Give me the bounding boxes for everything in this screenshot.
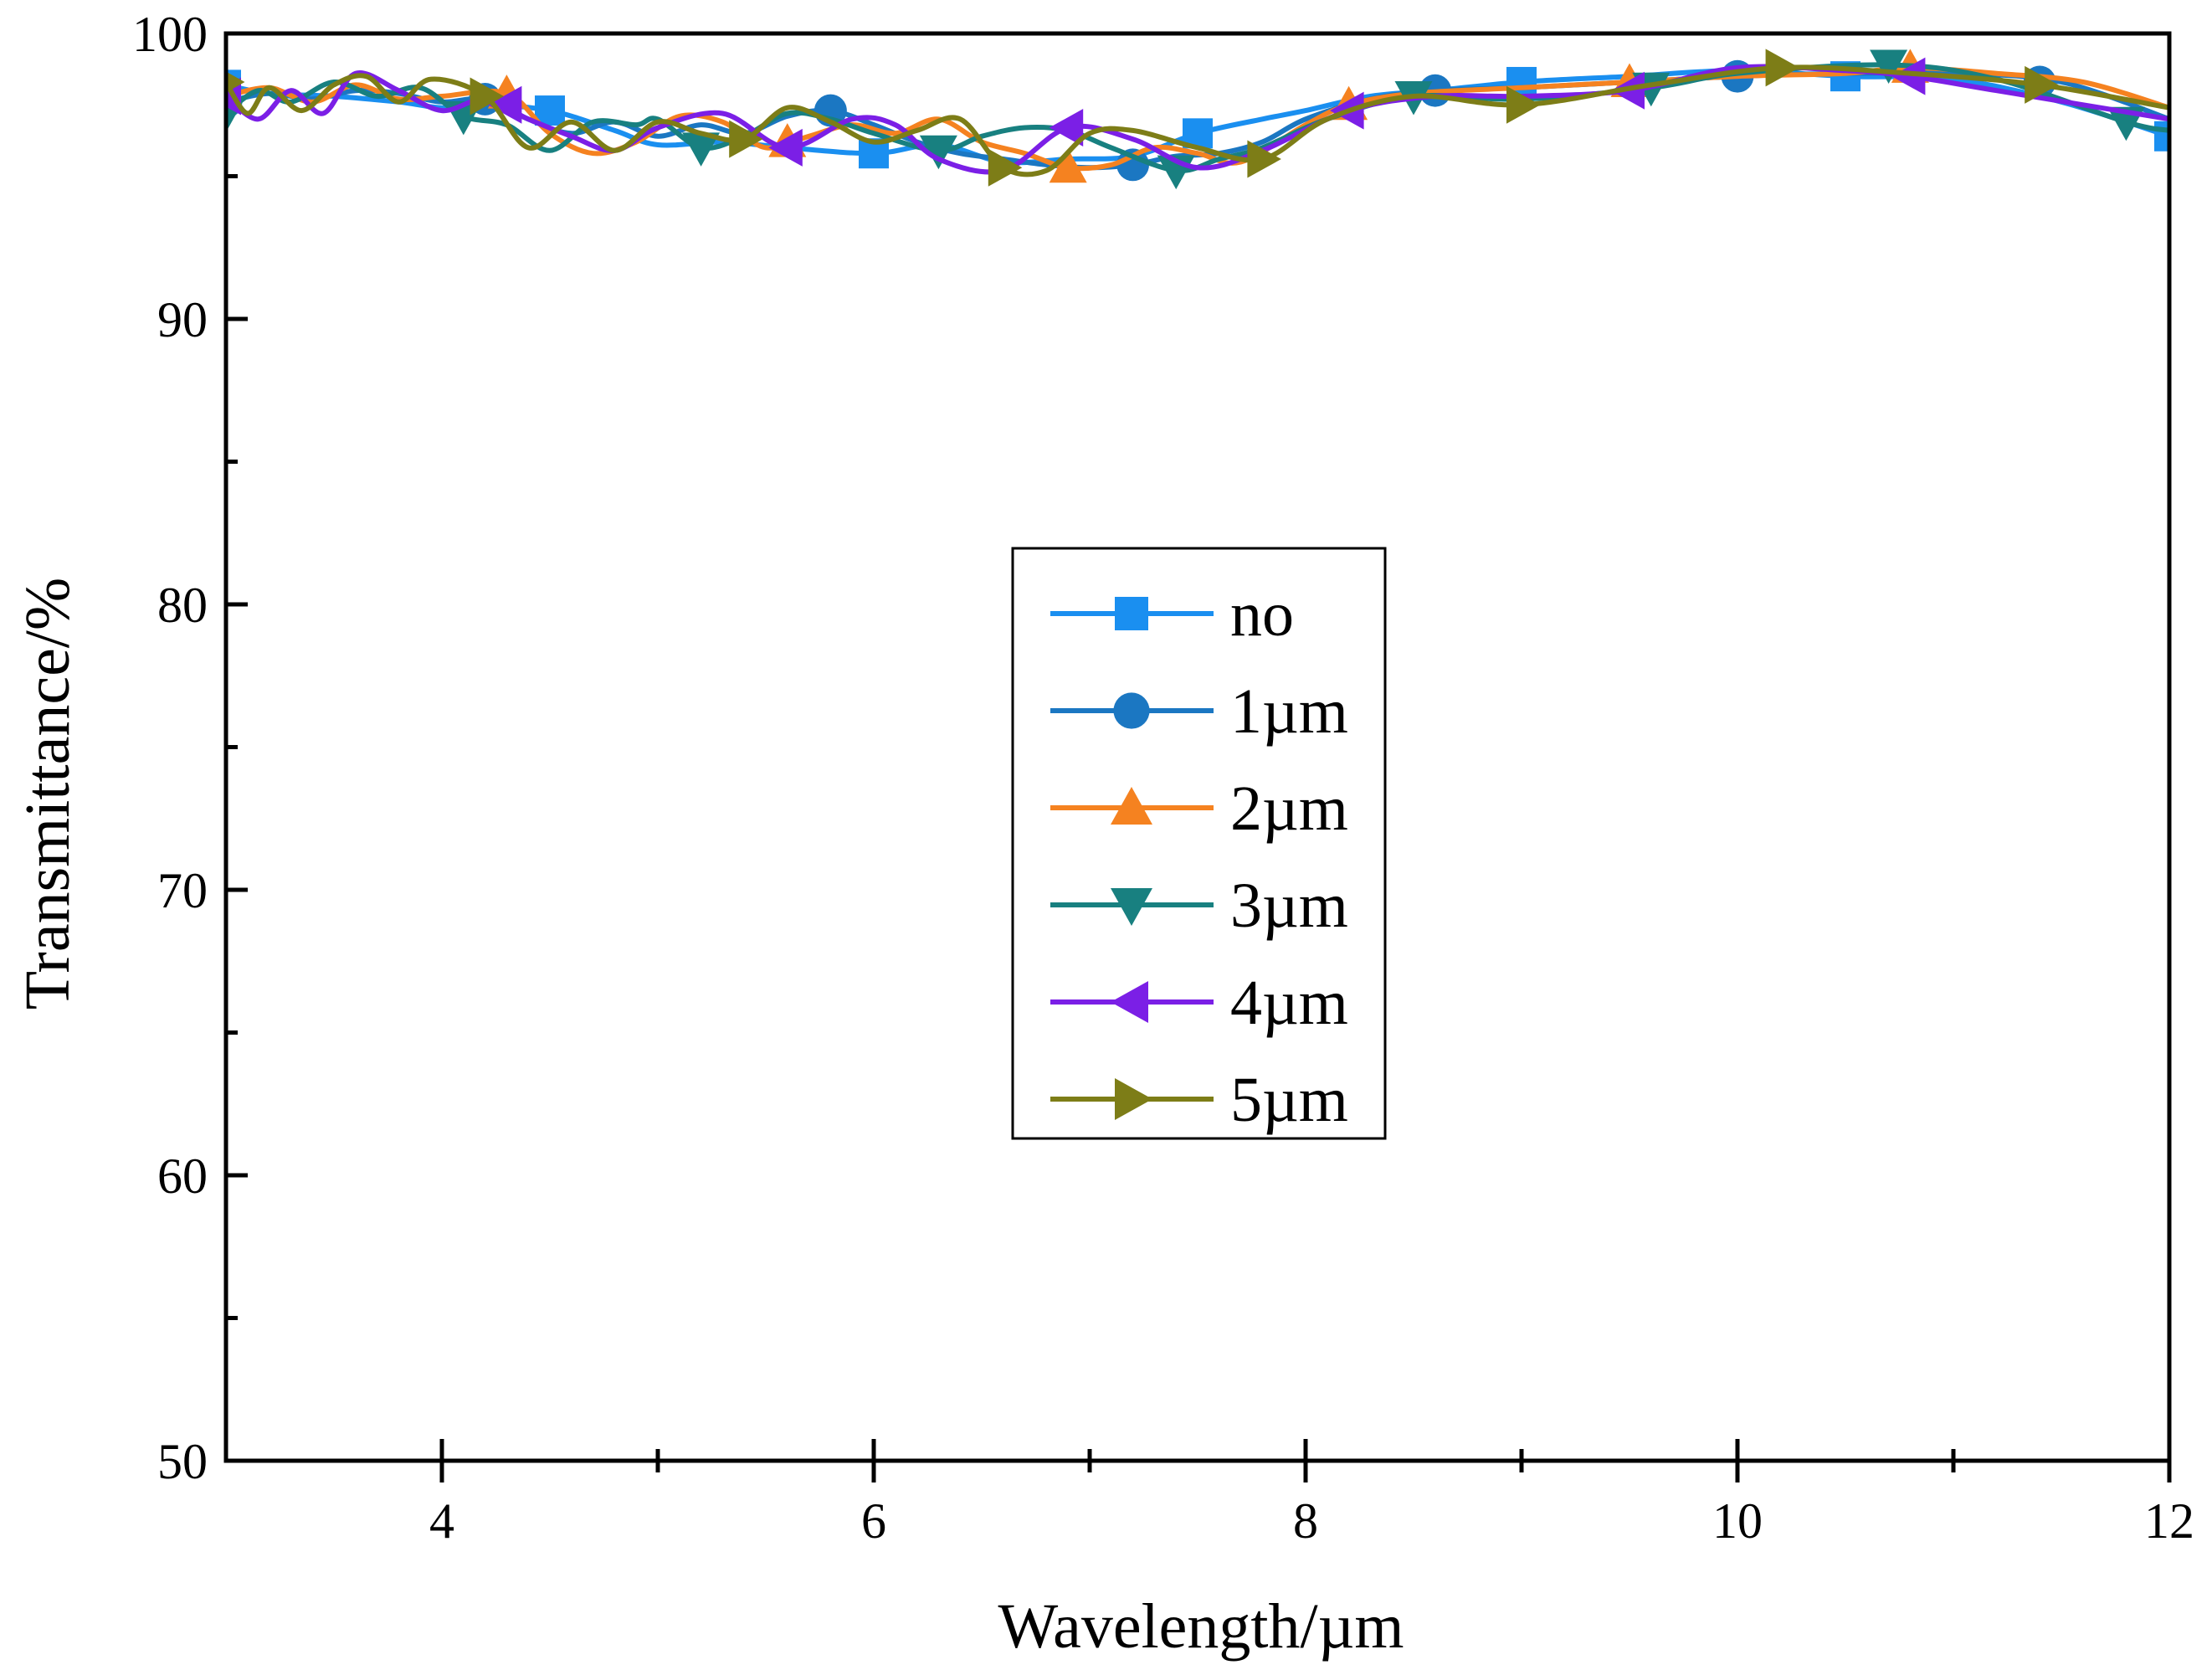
legend-label-4: 4µm — [1230, 968, 1348, 1038]
y-tick-label: 80 — [157, 578, 208, 633]
legend-marker-5 — [1115, 1078, 1152, 1120]
legend-marker-1 — [1113, 692, 1150, 729]
legend: no 1µm 2µm 3µm 4µm 5µm — [1011, 547, 1387, 1140]
legend-label-5: 5µm — [1230, 1065, 1348, 1135]
x-tick-label: 6 — [861, 1493, 886, 1549]
series-line-5 — [226, 64, 2169, 177]
series-marker-5-3 — [988, 148, 1023, 187]
legend-box — [1011, 547, 1387, 1140]
y-tick-label: 70 — [157, 863, 208, 918]
series-marker-3-7 — [1870, 49, 1908, 85]
legend-marker-3 — [1111, 888, 1152, 926]
series-marker-5-5 — [1506, 85, 1541, 124]
series-marker-4-1 — [487, 85, 522, 124]
series-marker-3-3 — [919, 135, 957, 170]
series-line-4 — [226, 64, 2169, 175]
series-marker-4-2 — [768, 128, 803, 167]
series-5 — [226, 49, 2169, 187]
legend-label-2: 2µm — [1230, 773, 1348, 844]
series-marker-4-6 — [1891, 57, 1926, 95]
legend-label-1: 1µm — [1230, 676, 1348, 747]
series-marker-5-7 — [2025, 65, 2059, 104]
series-marker-5-4 — [1247, 140, 1281, 178]
series-marker-5-6 — [1765, 49, 1800, 87]
series-marker-3-2 — [682, 132, 721, 167]
x-tick-label: 8 — [1293, 1493, 1318, 1549]
legend-marker-2 — [1111, 787, 1152, 825]
legend-label-3: 3µm — [1230, 871, 1348, 941]
y-tick-label: 90 — [157, 292, 208, 347]
x-tick-label: 4 — [429, 1493, 454, 1549]
y-tick-label: 100 — [132, 7, 208, 62]
legend-marker-0 — [1115, 597, 1148, 630]
series-marker-5-2 — [729, 120, 763, 158]
x-tick-label: 10 — [1712, 1493, 1763, 1549]
series-marker-2-3 — [1049, 148, 1087, 183]
x-axis-title: Wavelength/µm — [998, 1591, 1404, 1662]
series-marker-5-0 — [226, 71, 245, 93]
legend-label-0: no — [1230, 579, 1294, 650]
series-marker-5-1 — [470, 77, 505, 116]
x-tick-label: 12 — [2144, 1493, 2194, 1549]
series-layer — [226, 49, 2169, 190]
y-tick-label: 50 — [157, 1434, 208, 1489]
axes-layer: 4 6 8 10 12 50 60 70 80 90 100 — [132, 7, 2194, 1549]
y-tick-label: 60 — [157, 1148, 208, 1204]
series-marker-4-3 — [1049, 109, 1084, 147]
legend-marker-4 — [1111, 981, 1148, 1023]
series-marker-1-3 — [1116, 148, 1150, 182]
y-axis-title: Transmittance/% — [13, 578, 83, 1010]
